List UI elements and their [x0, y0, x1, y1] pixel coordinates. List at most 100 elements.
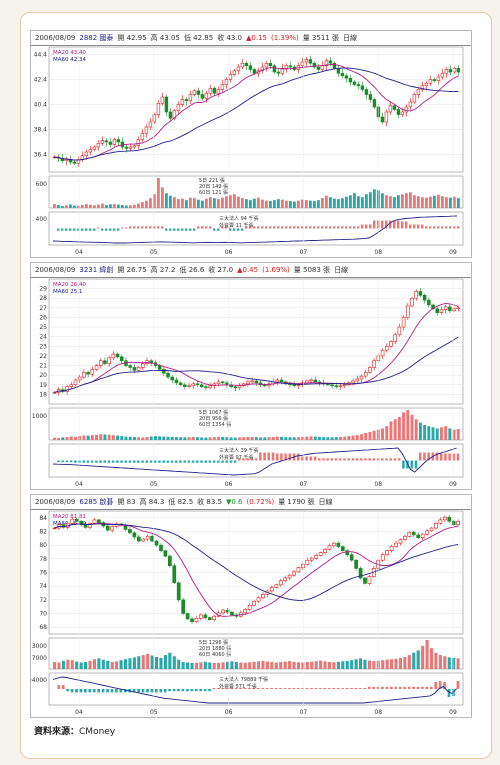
flow-bar [283, 688, 287, 689]
flow-bar [132, 460, 136, 463]
candle [164, 96, 169, 113]
candle [162, 369, 166, 374]
volume-bar [199, 662, 203, 669]
flow-bar [66, 689, 69, 692]
candle [309, 379, 313, 382]
flow-bar [336, 688, 340, 689]
candle [73, 379, 78, 386]
volume-legend: 20日 149 張 [199, 184, 228, 190]
flow-bar [353, 226, 356, 229]
flow-bar [161, 226, 164, 229]
volume-bar [414, 419, 418, 440]
volume-bar [334, 437, 338, 440]
candle [136, 367, 141, 371]
candle [88, 523, 92, 528]
candle [280, 67, 285, 74]
volume-bar [309, 200, 312, 208]
flow-bar [181, 228, 184, 231]
candle [224, 79, 229, 85]
flow-bar [277, 226, 280, 229]
candle [216, 89, 221, 94]
candle [184, 99, 189, 102]
flow-bar [364, 458, 367, 461]
volume-bar [314, 661, 318, 669]
flow-bar [372, 458, 376, 461]
flow-bar [447, 689, 451, 697]
flow-bar [281, 226, 284, 229]
candle [232, 70, 237, 75]
candle [412, 94, 417, 103]
candle [192, 90, 197, 95]
flow-bar [456, 681, 460, 689]
flow-bar [301, 456, 304, 461]
flow-bar [237, 228, 240, 231]
flow-bar [267, 452, 271, 461]
price-tick-label: 84 [39, 515, 47, 522]
quote-header-field: ▲0.15 [246, 34, 267, 42]
flow-bar [372, 686, 375, 689]
candle [172, 565, 177, 584]
candle [256, 597, 261, 602]
candle [452, 67, 457, 73]
volume-bar [381, 193, 384, 208]
candle [96, 142, 101, 148]
volume-bar [293, 201, 296, 208]
volume-bar [385, 426, 389, 440]
candle [237, 385, 242, 388]
candle [432, 79, 437, 82]
candle [398, 539, 403, 544]
candle [429, 527, 434, 532]
flow-bar [441, 226, 444, 229]
flow-line [52, 447, 457, 476]
volume-legend: 5日 1296 張 [199, 640, 228, 646]
candle [132, 532, 137, 538]
flow-bar [253, 226, 256, 229]
candle [260, 66, 265, 72]
volume-bar [168, 652, 172, 669]
flow-bar [296, 688, 300, 689]
flow-bar [288, 688, 291, 689]
volume-bar [360, 434, 363, 440]
volume-bar [317, 436, 321, 440]
volume-bar [393, 197, 396, 208]
flow-bar [168, 689, 171, 692]
volume-bar [213, 198, 216, 208]
flow-bar [274, 688, 278, 689]
volume-bar [336, 661, 340, 669]
flow-bar [350, 688, 353, 689]
flow-bar [359, 688, 362, 689]
flow-bar [190, 689, 194, 692]
volume-bar [253, 198, 256, 208]
volume-bar [149, 436, 153, 440]
quote-header-field: 日線 [334, 266, 349, 274]
candle [112, 139, 117, 145]
candle [336, 542, 341, 547]
candle [72, 161, 77, 164]
month-label: 07 [300, 249, 308, 256]
flow-bar [110, 689, 114, 693]
month-label: 06 [225, 249, 233, 256]
flow-bar [369, 224, 372, 229]
quote-header-field: ▼0.6 [225, 498, 243, 506]
volume-bar [128, 436, 132, 440]
candle [456, 307, 461, 310]
candle [420, 85, 425, 90]
candle [128, 146, 133, 149]
candle [124, 146, 129, 149]
volume-bar [120, 435, 124, 440]
volume-bar [285, 200, 288, 208]
flow-bar [225, 226, 228, 229]
flow-bar [204, 460, 207, 463]
volume-bar [230, 661, 234, 669]
flow-bar [265, 226, 268, 229]
volume-bar [301, 662, 305, 669]
volume-bar [97, 204, 100, 208]
candle [418, 291, 423, 296]
volume-bar [129, 205, 132, 208]
candle [116, 139, 121, 143]
candle [244, 62, 249, 67]
candle [416, 534, 421, 538]
flow-bar [169, 228, 172, 231]
price-tick-label: 18 [39, 391, 47, 398]
